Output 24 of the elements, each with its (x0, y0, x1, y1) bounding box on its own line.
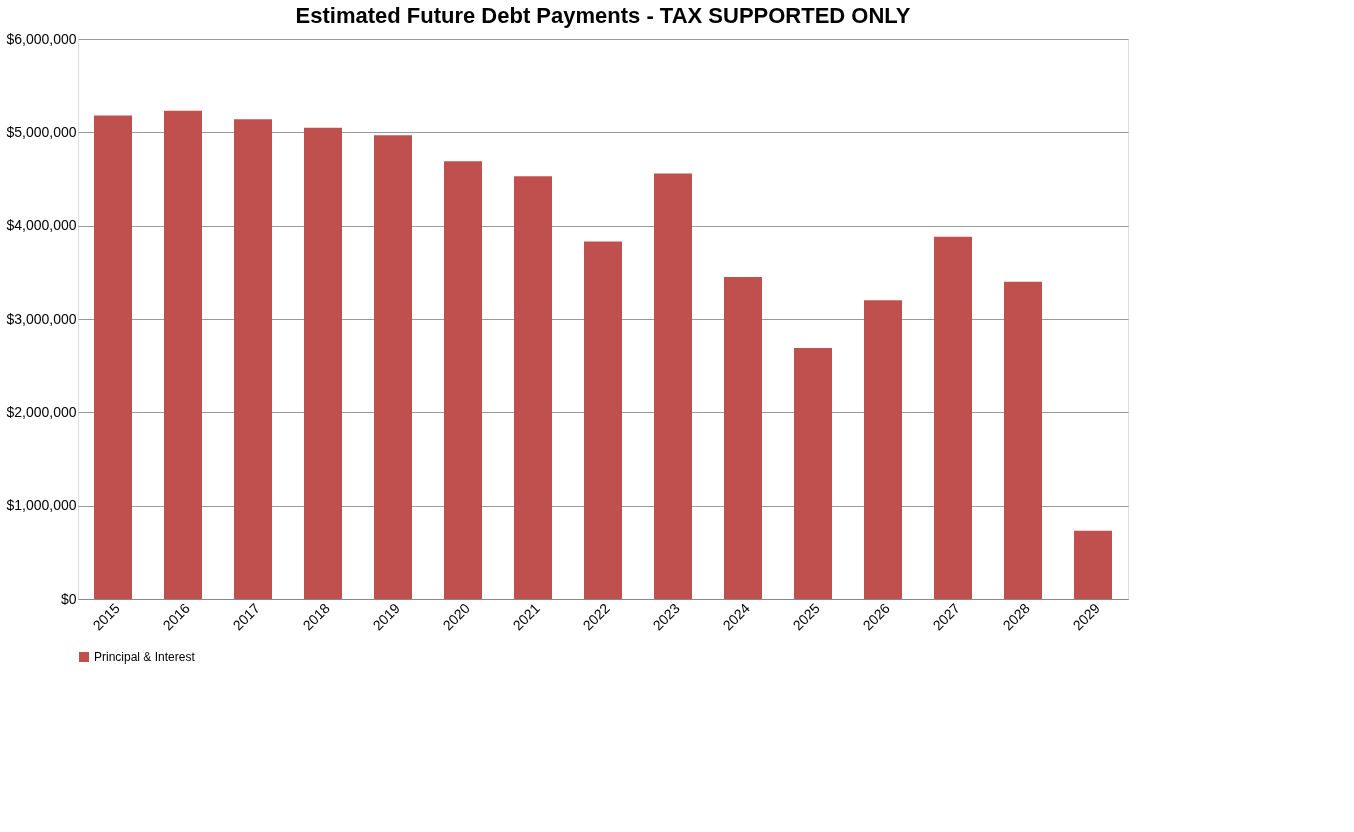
bar (1074, 530, 1112, 599)
bar (934, 236, 972, 599)
y-tick-label: $0 (60, 590, 77, 607)
bar (864, 300, 902, 599)
bar (374, 135, 412, 599)
bar (1004, 281, 1042, 599)
bar (514, 176, 552, 599)
bar (234, 119, 272, 599)
y-tick-label: $4,000,000 (6, 217, 77, 234)
y-tick-label: $1,000,000 (6, 497, 77, 514)
bar (654, 173, 692, 599)
y-tick-label: $5,000,000 (6, 123, 77, 140)
bar (304, 127, 342, 599)
bar (794, 347, 832, 599)
chart-title: Estimated Future Debt Payments - TAX SUPPORTED ONLY (295, 3, 911, 28)
y-tick-label: $2,000,000 (6, 403, 77, 420)
bar (164, 110, 202, 599)
bar (444, 161, 482, 599)
y-tick-label: $6,000,000 (6, 30, 77, 47)
bar (584, 241, 622, 599)
bar (724, 277, 762, 599)
bar (94, 115, 132, 599)
y-tick-label: $3,000,000 (6, 310, 77, 327)
legend-label: Principal & Interest (94, 650, 196, 664)
